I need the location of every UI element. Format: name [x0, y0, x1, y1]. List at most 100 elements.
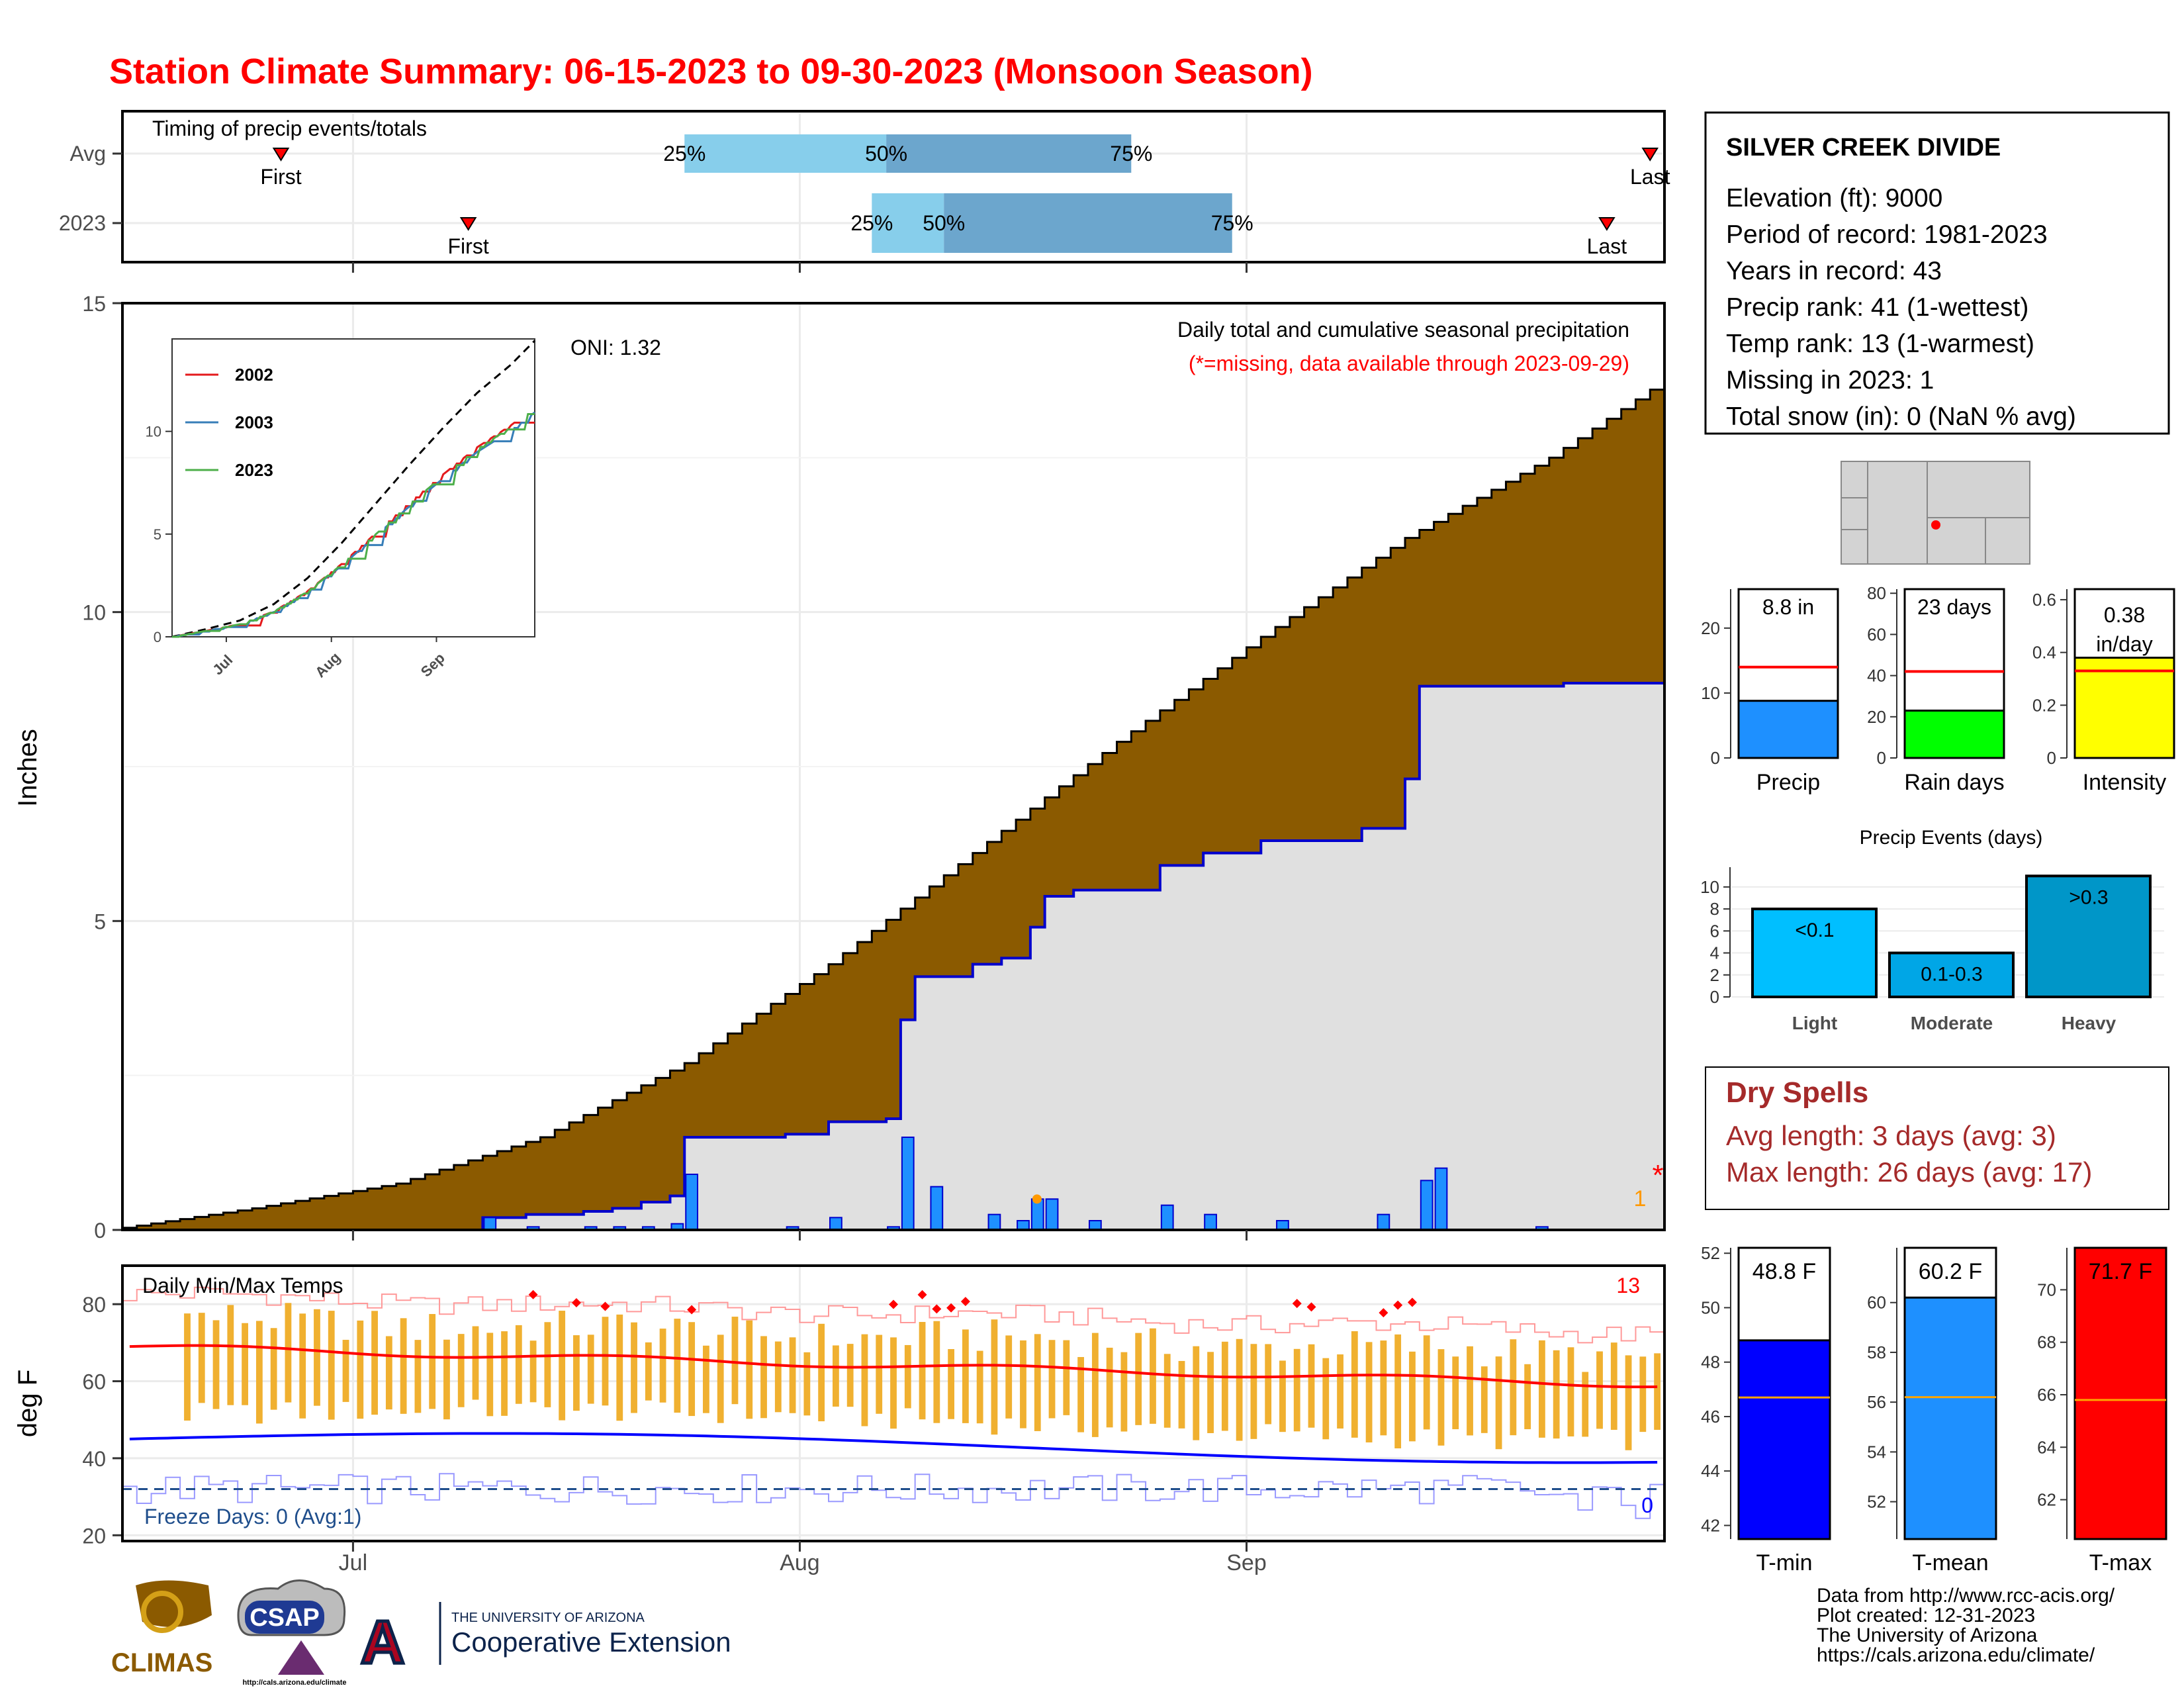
summary-bar-fill: [1903, 709, 2005, 759]
daily-temp-range-bar: [270, 1328, 277, 1410]
warm-count: 13: [1616, 1274, 1640, 1297]
daily-temp-range-bar: [645, 1342, 652, 1401]
daily-temp-range-bar: [818, 1323, 825, 1422]
daily-temp-range-bar: [846, 1344, 854, 1407]
daily-temp-range-bar: [789, 1337, 796, 1413]
precip-note: Daily total and cumulative seasonal prec…: [1177, 318, 1629, 342]
events-y-tick-label: 6: [1710, 921, 1719, 941]
timing-p50-label: 50%: [865, 142, 907, 165]
daily-temp-range-bar: [414, 1340, 422, 1413]
station-line-years: Years in record: 43: [1726, 257, 1942, 285]
daily-temp-range-bar: [832, 1345, 839, 1407]
average-min-line: [129, 1432, 1658, 1464]
station-line-snow: Total snow (in): 0 (NaN % avg): [1726, 402, 2076, 431]
station-name: SILVER CREEK DIVIDE: [1726, 134, 2001, 162]
warm-day-marker: [1292, 1299, 1302, 1309]
timing-bar-25-50: [872, 193, 944, 253]
credit-data-source: Data from http://www.rcc-acis.org/: [1817, 1585, 2115, 1607]
tempbar-y-tick-label: 46: [1701, 1407, 1720, 1427]
daily-temp-range-bar: [1654, 1353, 1661, 1430]
daily-temp-range-bar: [1365, 1342, 1373, 1443]
precip-y-tick-label: 10: [82, 601, 106, 625]
daily-temp-range-bar: [659, 1329, 666, 1403]
station-info-box: SILVER CREEK DIVIDE Elevation (ft): 9000…: [1704, 111, 2170, 435]
events-y-tick-label: 4: [1710, 943, 1719, 963]
daily-temp-range-bar: [1034, 1334, 1041, 1431]
month-label: Sep: [1226, 1550, 1267, 1575]
observed-cumulative-area: [122, 683, 1664, 1230]
tempbar-y-tick-label: 64: [2037, 1437, 2056, 1457]
map-frame: [1841, 461, 2030, 565]
daily-temp-range-bar: [760, 1336, 767, 1419]
inset-line-2003: [172, 411, 535, 638]
summary-y-tick-label: 40: [1867, 666, 1886, 686]
chart-title: Station Climate Summary: 06-15-2023 to 0…: [109, 52, 1313, 91]
inset-y-tick-label: 0: [154, 629, 161, 645]
record-max-line: [122, 1286, 1664, 1344]
daily-temp-range-bar: [1178, 1360, 1185, 1429]
freeze-count: 0: [1641, 1493, 1653, 1517]
daily-temp-range-bar: [1582, 1372, 1589, 1437]
arizona-locator-map: [1841, 461, 2030, 565]
events-y-tick-label: 10: [1700, 877, 1719, 897]
daily-temp-range-bar: [1322, 1358, 1330, 1440]
daily-temp-range-bar: [1596, 1351, 1603, 1429]
tempbar-fill: [1737, 1339, 1831, 1540]
daily-temp-range-bar: [933, 1321, 940, 1423]
temps-y-tick-label: 60: [82, 1370, 106, 1394]
summary-y-tick-label: 0.4: [2032, 643, 2056, 663]
tempbar-value: 71.7 F: [2089, 1259, 2152, 1284]
daily-temp-range-bar: [1005, 1335, 1013, 1419]
events-y-tick-label: 0: [1710, 987, 1719, 1007]
tempbar-y-tick-label: 56: [1867, 1392, 1886, 1412]
summary-y-tick-label: 20: [1701, 618, 1720, 638]
csap-mountain: [278, 1640, 324, 1675]
summary-bar-value: 0.38 in/day: [2096, 603, 2152, 656]
daily-temp-range-bar: [876, 1335, 883, 1414]
daily-temp-range-bar: [255, 1321, 263, 1424]
summary-y-tick-label: 0: [2047, 748, 2056, 768]
tempbar-y-tick-label: 66: [2037, 1385, 2056, 1405]
daily-temp-range-bar: [1437, 1349, 1445, 1446]
daily-temp-range-bar: [559, 1311, 566, 1421]
daily-temp-range-bar: [991, 1319, 998, 1435]
events-y-tick-label: 2: [1710, 965, 1719, 985]
daily-temp-range-bar: [443, 1339, 450, 1420]
events-bar-light: [1751, 908, 1878, 999]
daily-temp-range-bar: [314, 1309, 320, 1406]
precip-y-tick-label: 0: [94, 1219, 106, 1243]
tempbar-label: T-mean: [1912, 1550, 1988, 1575]
tempbar-y-tick-label: 70: [2037, 1280, 2056, 1299]
inset-y-tick-label: 5: [154, 526, 161, 543]
precip-missing-note: (*=missing, data available through 2023-…: [1189, 352, 1629, 375]
summary-bar-fill: [2073, 657, 2175, 759]
daily-temp-range-bar: [1567, 1347, 1574, 1436]
daily-temp-range-bar: [904, 1344, 911, 1409]
daily-temp-range-bar: [1380, 1340, 1387, 1436]
daily-temp-range-bar: [703, 1345, 709, 1413]
daily-temp-range-bar: [227, 1305, 234, 1405]
csap-url: http://cals.arizona.edu/climate: [242, 1679, 346, 1687]
precip-y-tick-label: 5: [94, 910, 106, 933]
summary-y-tick-label: 0: [1877, 748, 1886, 768]
daily-temp-range-bar: [385, 1336, 392, 1410]
daily-precip-bar: [1420, 1180, 1433, 1231]
timing-last-marker: [1641, 148, 1659, 162]
daily-temp-range-bar: [198, 1313, 205, 1403]
summary-bars: 0 10 20 Precip 8.8 in 0 20 40 60 80 Rain days 23 da…: [1701, 583, 2175, 795]
daily-precip-bar: [1030, 1198, 1044, 1231]
daily-temp-range-bar: [1193, 1346, 1200, 1440]
csap-badge: [245, 1601, 324, 1634]
warm-day-marker: [960, 1297, 970, 1307]
daily-temp-range-bar: [1539, 1340, 1545, 1438]
csap-logo: CSAP http://cals.arizona.edu/climate: [237, 1579, 347, 1687]
station-line-temp-rank: Temp rank: 13 (1-warmest): [1726, 330, 2034, 358]
station-line-missing: Missing in 2023: 1: [1726, 366, 1934, 395]
summary-bar-value: 8.8 in: [1762, 595, 1814, 619]
timing-first-marker: [272, 148, 290, 162]
credit-plot-created: Plot created: 12-31-2023: [1817, 1605, 2035, 1626]
daily-temp-range-bar: [371, 1311, 378, 1415]
timing-p75-label: 75%: [1211, 211, 1253, 235]
timing-bar-25-50: [684, 134, 887, 173]
timing-label: Timing of precip events/totals: [152, 117, 427, 140]
